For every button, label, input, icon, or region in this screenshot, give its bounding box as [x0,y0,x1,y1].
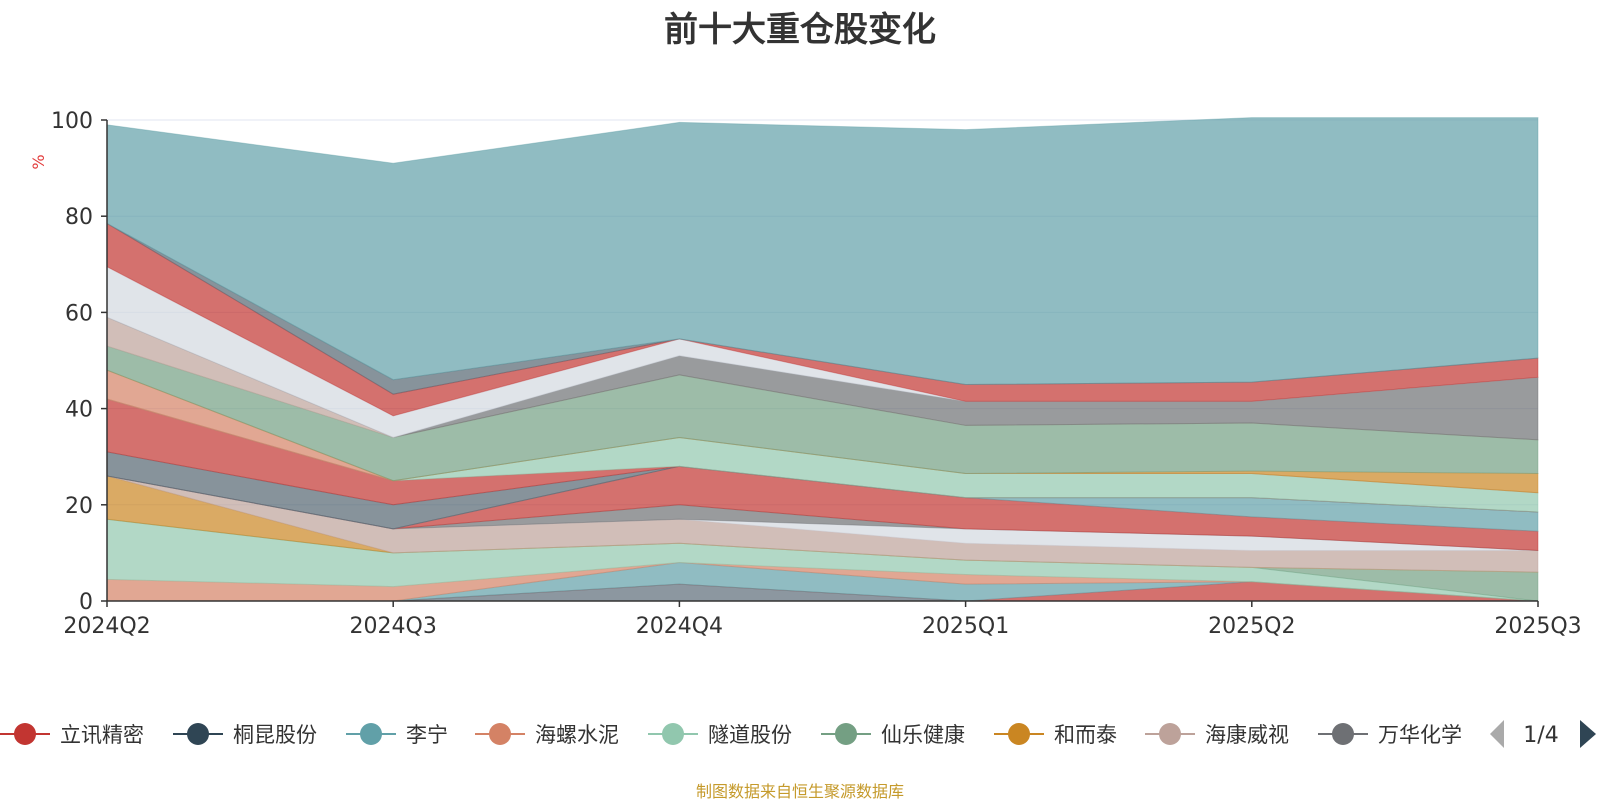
legend-item[interactable]: 桐昆股份 [173,723,317,747]
x-tick-label: 2024Q4 [636,614,723,639]
legend-item[interactable]: 海康威视 [1145,723,1289,747]
legend-circle-icon [1008,723,1030,745]
legend-item[interactable]: 李宁 [346,723,448,747]
legend-circle-icon [187,723,209,745]
legend-circle-icon [489,723,511,745]
x-tick-label: 2025Q3 [1494,614,1581,639]
legend-circle-icon [835,723,857,745]
legend-next-icon[interactable] [1580,720,1596,748]
legend-label: 立讯精密 [60,723,144,747]
y-tick-label: 80 [65,205,93,230]
series-area: 其他 [106,117,1539,386]
legend-item[interactable]: 万华化学 [1318,723,1462,747]
legend-item[interactable]: 和而泰 [994,723,1117,747]
legend-item[interactable]: 仙乐健康 [821,723,965,747]
x-tick-label: 2024Q3 [350,614,437,639]
x-tick-label: 2025Q2 [1208,614,1295,639]
legend-label: 仙乐健康 [881,723,965,747]
legend-circle-icon [1159,723,1181,745]
legend-prev-icon[interactable] [1490,720,1504,748]
y-tick-label: 0 [79,590,93,615]
source-note: 制图数据来自恒生聚源数据库 [695,782,904,801]
legend-circle-icon [1332,723,1354,745]
x-tick-label: 2024Q2 [63,614,150,639]
chart-title: 前十大重仓股变化 [664,10,936,50]
legend-page-indicator: 1/4 [1523,723,1558,748]
legend-label: 海螺水泥 [535,723,619,747]
legend-circle-icon [360,723,382,745]
legend: 立讯精密 桐昆股份 李宁 海螺水泥 隧道股份 仙乐健康 和而泰 海康威视 万华化学 [0,723,1462,747]
y-tick-label: 20 [65,494,93,519]
axes: 0 20 40 60 80 100 2024Q2 2024Q3 2024Q4 2025Q1 2025… [29,109,1582,639]
legend-pager: 1/4 [1490,720,1596,748]
y-axis-unit-label: % [29,154,48,169]
y-tick-label: 100 [51,109,93,134]
legend-circle-icon [14,723,36,745]
legend-item[interactable]: 立讯精密 [0,723,144,747]
legend-label: 隧道股份 [708,723,792,747]
x-tick-label: 2025Q1 [922,614,1009,639]
legend-label: 万华化学 [1378,723,1462,747]
legend-label: 李宁 [406,723,448,747]
legend-label: 海康威视 [1205,723,1289,747]
y-tick-label: 60 [65,301,93,326]
legend-circle-icon [662,723,684,745]
y-tick-label: 40 [65,398,93,423]
legend-item[interactable]: 隧道股份 [648,723,792,747]
legend-item[interactable]: 海螺水泥 [475,723,619,747]
legend-label: 桐昆股份 [233,723,317,747]
area-series: 中际旭创立讯精密李宁海螺水泥隧道股份仙乐健康和而泰海康威视中远海控万华化学腾讯控… [106,117,1539,602]
legend-label: 和而泰 [1054,723,1117,747]
